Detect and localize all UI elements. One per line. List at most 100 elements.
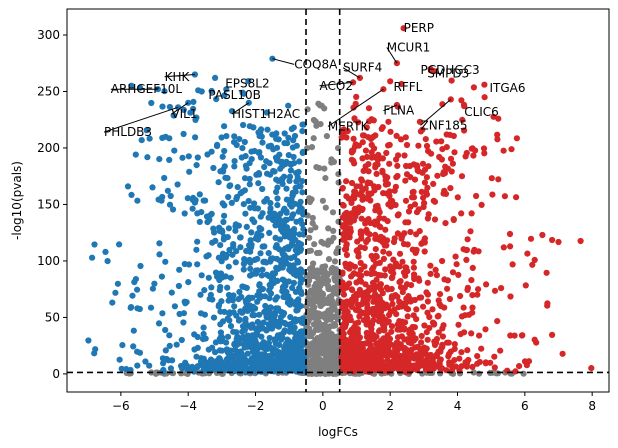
up-point-3033 bbox=[365, 190, 372, 197]
up-point-2949 bbox=[365, 349, 373, 357]
up-point-2935 bbox=[364, 236, 371, 243]
gene-label-rffl: RFFL bbox=[394, 80, 423, 94]
up-point-3044 bbox=[498, 285, 505, 292]
down-point-1006 bbox=[266, 334, 273, 342]
up-point-2893 bbox=[397, 352, 404, 360]
up-point-2931 bbox=[425, 211, 432, 218]
down-point-1745 bbox=[213, 143, 221, 150]
down-point-1795 bbox=[134, 305, 141, 312]
up-point-2603 bbox=[455, 321, 462, 328]
down-point-1617 bbox=[263, 158, 270, 165]
up-point-2839 bbox=[402, 264, 409, 271]
up-point-3007 bbox=[448, 77, 455, 84]
down-point-1521 bbox=[298, 328, 305, 335]
up-point-2672 bbox=[384, 174, 391, 181]
down-point-1215 bbox=[259, 139, 266, 146]
up-point-2961 bbox=[362, 185, 369, 192]
down-point-944 bbox=[223, 339, 230, 346]
ns-point-423 bbox=[310, 135, 317, 142]
up-point-2825 bbox=[396, 279, 403, 286]
down-point-1675 bbox=[232, 346, 239, 353]
down-point-1566 bbox=[283, 340, 290, 347]
down-point-1718 bbox=[276, 151, 283, 158]
down-point-1578 bbox=[300, 226, 307, 233]
up-point-1843 bbox=[559, 350, 566, 357]
ns-point-493 bbox=[476, 370, 483, 377]
down-point-752 bbox=[283, 185, 290, 192]
down-point-1660 bbox=[240, 359, 247, 366]
down-point-1759 bbox=[233, 141, 240, 149]
down-point-1703 bbox=[201, 360, 208, 368]
down-point-1496 bbox=[224, 333, 232, 340]
up-point-2706 bbox=[375, 152, 382, 159]
down-point-1785 bbox=[239, 89, 246, 96]
up-point-2373 bbox=[588, 365, 595, 372]
up-point-2960 bbox=[392, 263, 399, 270]
down-point-1747 bbox=[257, 129, 264, 136]
up-point-2879 bbox=[411, 247, 418, 254]
down-point-1464 bbox=[273, 135, 280, 142]
up-point-2686 bbox=[353, 290, 360, 298]
down-point-961 bbox=[241, 187, 248, 194]
down-point-1324 bbox=[296, 284, 303, 291]
ns-point-468 bbox=[331, 269, 338, 276]
down-point-877 bbox=[210, 314, 218, 321]
up-point-3015 bbox=[417, 128, 424, 135]
up-point-2997 bbox=[407, 174, 414, 181]
down-point-1808 bbox=[162, 258, 169, 265]
down-point-1612 bbox=[296, 158, 303, 165]
up-point-2083 bbox=[408, 282, 415, 289]
up-point-2932 bbox=[458, 349, 465, 356]
up-point-2964 bbox=[358, 177, 366, 184]
up-point-2598 bbox=[389, 300, 396, 307]
up-point-3002 bbox=[440, 170, 447, 178]
up-point-2579 bbox=[374, 235, 381, 243]
down-point-1639 bbox=[247, 324, 255, 331]
ns-point-473 bbox=[310, 268, 317, 275]
up-point-2849 bbox=[394, 212, 401, 219]
down-point-595 bbox=[299, 128, 306, 135]
ns-point-461 bbox=[322, 175, 329, 182]
up-point-2375 bbox=[348, 199, 355, 206]
up-point-2746 bbox=[468, 330, 475, 337]
down-point-1727 bbox=[213, 96, 220, 103]
up-point-3045 bbox=[464, 236, 471, 243]
down-point-1029 bbox=[254, 298, 261, 305]
down-point-1787 bbox=[149, 285, 156, 292]
down-point-1117 bbox=[198, 209, 205, 216]
up-point-2743 bbox=[382, 316, 389, 324]
down-point-1560 bbox=[142, 358, 149, 365]
up-point-1945 bbox=[434, 172, 441, 179]
down-point-1231 bbox=[251, 200, 258, 207]
up-point-3061 bbox=[452, 253, 459, 260]
down-point-1803 bbox=[155, 320, 163, 327]
ns-point-460 bbox=[309, 220, 316, 227]
up-point-2875 bbox=[381, 272, 388, 279]
up-point-2569 bbox=[375, 328, 383, 335]
up-point-2906 bbox=[376, 214, 383, 222]
down-point-716 bbox=[147, 304, 155, 311]
ns-point-416 bbox=[329, 353, 337, 360]
down-point-1351 bbox=[249, 332, 256, 339]
down-point-1756 bbox=[156, 156, 163, 163]
down-point-1506 bbox=[293, 339, 300, 346]
up-point-2861 bbox=[360, 298, 367, 305]
up-point-3055 bbox=[464, 286, 471, 293]
up-point-2833 bbox=[355, 302, 362, 309]
up-point-3006 bbox=[362, 147, 369, 154]
up-point-2750 bbox=[385, 142, 392, 149]
up-point-2570 bbox=[404, 241, 411, 248]
down-point-1717 bbox=[238, 154, 245, 161]
down-point-1686 bbox=[279, 227, 286, 234]
ns-point-178 bbox=[311, 304, 318, 311]
up-point-3019 bbox=[418, 188, 425, 195]
up-point-2275 bbox=[491, 364, 498, 371]
down-point-1208 bbox=[225, 263, 232, 270]
up-point-3053 bbox=[475, 248, 482, 255]
down-point-1635 bbox=[212, 237, 219, 244]
up-point-2549 bbox=[410, 264, 417, 271]
up-point-3011 bbox=[443, 144, 450, 151]
up-point-2981 bbox=[508, 146, 515, 153]
threshold-lines bbox=[67, 9, 609, 392]
up-point-2916 bbox=[352, 354, 360, 361]
